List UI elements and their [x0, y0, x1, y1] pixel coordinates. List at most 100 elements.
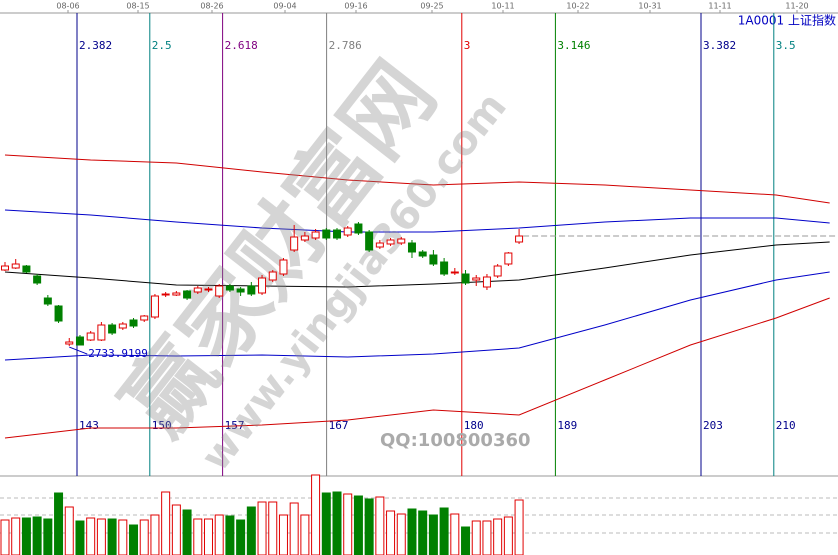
volume-bar	[86, 517, 96, 555]
low-pointer	[69, 346, 88, 355]
volume-bar	[54, 492, 64, 555]
candle-body	[11, 263, 20, 269]
candle-body	[386, 239, 395, 245]
candle-body	[183, 290, 192, 299]
candle-body	[300, 235, 309, 241]
volume-bar	[321, 492, 331, 555]
candle-body	[290, 236, 299, 251]
candle-body	[150, 295, 159, 318]
volume-bar	[0, 519, 10, 555]
candle-body	[258, 277, 267, 294]
candle-body	[22, 265, 31, 273]
candle-body	[311, 231, 320, 239]
candle-body	[354, 223, 363, 234]
candle-body	[236, 288, 245, 293]
date-label: 09-04	[273, 2, 296, 11]
volume-bar	[182, 509, 192, 555]
candle-body	[225, 285, 234, 291]
volume-bar	[236, 519, 246, 555]
volume-bar	[343, 493, 353, 555]
volume-bar	[364, 498, 374, 555]
band-line	[4, 241, 830, 288]
volume-bar	[171, 504, 181, 555]
fib-ratio: 3.382	[703, 39, 736, 52]
candle-body	[43, 297, 52, 305]
fib-ratio: 2.786	[329, 39, 362, 52]
candle-body	[129, 319, 138, 327]
candle-body	[333, 229, 342, 239]
candle-body	[215, 285, 224, 297]
fib-count: 167	[329, 419, 349, 432]
fib-count: 210	[776, 419, 796, 432]
volume-bar	[11, 517, 21, 555]
candle-body	[33, 275, 42, 284]
candle-body	[397, 238, 406, 244]
date-label: 08-15	[126, 2, 149, 11]
fib-count: 143	[79, 419, 99, 432]
volume-bar	[96, 518, 106, 555]
volume-bar	[461, 526, 471, 555]
candle-body	[118, 323, 127, 329]
date-label: 09-25	[420, 2, 443, 11]
candle-body	[407, 242, 416, 253]
candle-body	[54, 305, 63, 322]
fib-ratio: 3.5	[776, 39, 796, 52]
candle-body	[450, 271, 459, 274]
volume-bar	[428, 514, 438, 555]
candle-body	[461, 273, 470, 284]
fib-ratio: 2.618	[225, 39, 258, 52]
volume-bar	[514, 499, 524, 555]
watermark-qq: QQ:100800360	[380, 430, 531, 451]
volume-bar	[268, 501, 278, 555]
volume-bar	[257, 501, 267, 555]
volume-bar	[107, 518, 117, 555]
candle-body	[172, 292, 181, 296]
volume-bar	[161, 491, 171, 555]
date-label: 08-06	[56, 2, 79, 11]
volume-bar	[150, 514, 160, 555]
volume-bar	[300, 514, 310, 555]
candle-body	[1, 265, 9, 271]
candle-body	[365, 231, 374, 251]
volume-bar	[32, 516, 42, 555]
candle-body	[493, 265, 502, 277]
volume-bar	[289, 502, 299, 555]
band-line	[4, 209, 830, 233]
candle-body	[343, 227, 352, 236]
volume-bar	[439, 507, 449, 555]
volume-bar	[246, 506, 256, 555]
date-label: 11-11	[708, 2, 731, 11]
candle-body	[140, 315, 149, 321]
candle-body	[504, 252, 513, 265]
candle-body	[429, 254, 438, 265]
candle-body	[268, 271, 277, 281]
fib-count: 180	[464, 419, 484, 432]
volume-bar	[193, 518, 203, 555]
fib-ratio: 2.382	[79, 39, 112, 52]
volume-bar	[214, 514, 224, 555]
fib-count: 150	[152, 419, 172, 432]
fib-count: 203	[703, 419, 723, 432]
band-line	[4, 297, 830, 439]
band-line	[4, 154, 830, 204]
fib-ratio: 3	[464, 39, 471, 52]
volume-bar	[418, 510, 428, 555]
volume-bar	[278, 514, 288, 555]
volume-bar	[503, 516, 513, 555]
candle-body	[97, 324, 106, 341]
date-label: 10-11	[491, 2, 514, 11]
candle-body	[193, 287, 202, 293]
volume-bar	[471, 520, 481, 555]
fib-count: 189	[557, 419, 577, 432]
date-label: 09-16	[344, 2, 367, 11]
volume-bar	[332, 491, 342, 555]
candle-body	[65, 341, 74, 345]
volume-bar	[493, 518, 503, 555]
band-line	[4, 271, 830, 361]
candle-body	[375, 242, 384, 248]
volume-bar	[21, 517, 31, 555]
candle-body	[75, 336, 84, 346]
candle-body	[482, 276, 491, 288]
